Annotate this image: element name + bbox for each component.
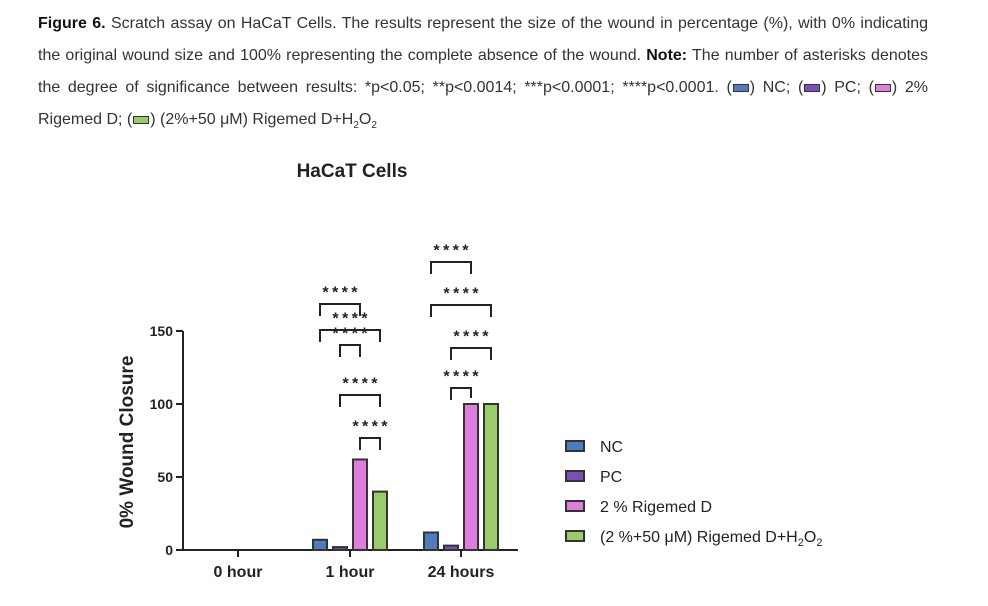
significance-label: ****	[331, 311, 369, 329]
caption-rigemed-h2o2: ) (2%+50 μM) Rigemed D+H	[150, 111, 354, 128]
x-tick-label: 24 hours	[428, 564, 495, 581]
significance-label: ****	[442, 286, 480, 304]
significance-bracket	[319, 303, 361, 316]
significance-bracket	[430, 304, 492, 317]
significance-bracket	[339, 344, 361, 357]
significance-label: ****	[321, 285, 359, 303]
y-tick-label: 50	[157, 469, 173, 485]
caption-text: Scratch assay on HaCaT Cells. The result…	[38, 15, 928, 64]
x-tick-label: 1 hour	[326, 564, 375, 581]
bar	[483, 403, 499, 551]
bar	[372, 490, 388, 552]
caption-sub2: 2	[371, 120, 377, 132]
legend-swatch	[565, 530, 585, 542]
x-tick-label: 0 hour	[214, 564, 263, 581]
significance-label: ****	[432, 243, 470, 261]
bar	[423, 531, 439, 551]
legend-label: 2 % Rigemed D	[600, 499, 712, 516]
bar	[352, 458, 368, 552]
legend-label: NC	[600, 439, 623, 456]
legend-label: (2 %+50 μM) Rigemed D+H2O2	[600, 529, 822, 549]
caption-sub1: 2	[353, 120, 359, 132]
note-label: Note:	[646, 47, 688, 64]
significance-label: ****	[341, 376, 379, 394]
significance-bracket	[319, 329, 381, 342]
chart-title: HaCaT Cells	[297, 161, 408, 182]
legend-swatch	[565, 440, 585, 452]
pc-swatch	[804, 83, 821, 92]
significance-bracket	[430, 261, 472, 274]
y-axis-label: 0% Wound Closure	[117, 356, 138, 529]
caption-o: O	[358, 111, 372, 128]
rigemed-swatch	[874, 83, 891, 92]
legend-swatch	[565, 500, 585, 512]
caption-note-text: The number of asterisks denotes the degr…	[38, 47, 928, 96]
figure-caption: Figure 6. Scratch assay on HaCaT Cells. …	[38, 8, 928, 142]
significance-bracket	[450, 387, 472, 400]
legend-swatch	[565, 470, 585, 482]
y-tick-label: 0	[165, 542, 173, 558]
significance-bracket	[450, 347, 492, 360]
significance-bracket	[359, 437, 381, 450]
bar	[443, 544, 459, 551]
significance-label: ****	[452, 329, 490, 347]
rigemed-h2o2-swatch	[133, 115, 150, 124]
significance-label: ****	[351, 419, 389, 437]
bar	[312, 538, 328, 552]
caption-pc: ) PC; (	[821, 79, 874, 96]
caption-nc: ) NC; (	[749, 79, 804, 96]
significance-bracket	[339, 394, 381, 407]
significance-label: ****	[331, 326, 369, 344]
y-tick-label: 150	[150, 323, 174, 339]
caption-rigemed: ) 2% Rigemed D; (	[38, 79, 929, 128]
legend-label: PC	[600, 469, 622, 486]
significance-label: ****	[442, 369, 480, 387]
figure-label: Figure 6.	[38, 15, 106, 32]
y-tick-label: 100	[150, 396, 174, 412]
nc-swatch	[732, 83, 749, 92]
bar	[463, 403, 479, 551]
bar	[332, 546, 348, 552]
